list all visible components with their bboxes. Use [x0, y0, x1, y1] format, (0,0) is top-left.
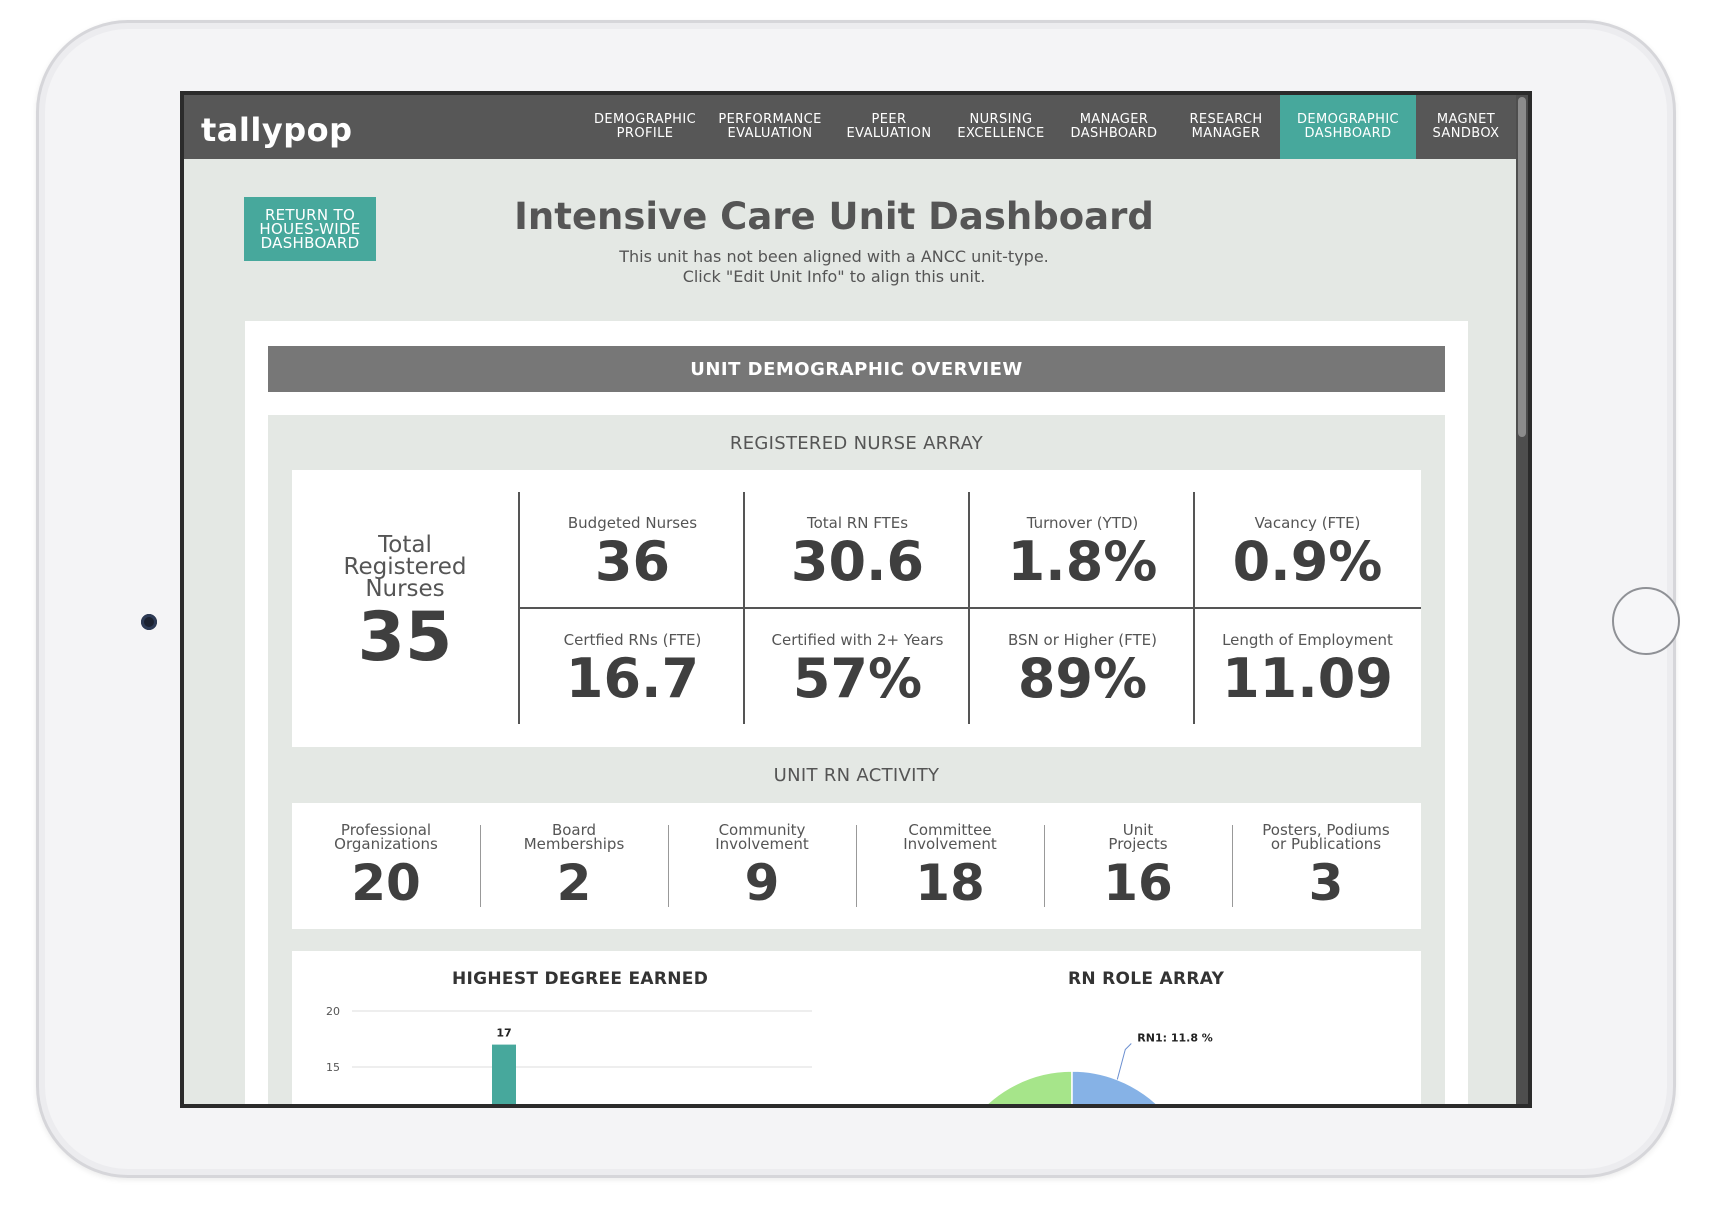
- rn-activity-box: Professional Organizations 20 Board Memb…: [292, 803, 1421, 929]
- page-title: Intensive Care Unit Dashboard: [514, 195, 1154, 238]
- metric-certified-rns: Certfied RNs (FTE) 16.7: [520, 609, 745, 724]
- activity-value: 20: [351, 854, 421, 912]
- home-button[interactable]: [1612, 587, 1680, 655]
- metric-budgeted-nurses: Budgeted Nurses 36: [520, 492, 745, 607]
- charts-box: HIGHEST DEGREE EARNED RN ROLE ARRAY 15 20…: [292, 951, 1421, 1104]
- camera-icon: [141, 614, 157, 630]
- nav-list: DEMOGRAPHIC PROFILE PERFORMANCE EVALUATI…: [582, 95, 1516, 159]
- metric-label: BSN or Higher (FTE): [1008, 631, 1157, 649]
- metric-certified-2-years: Certified with 2+ Years 57%: [745, 609, 970, 724]
- page-subtitle: This unit has not been aligned with a AN…: [619, 247, 1049, 286]
- activity-label: Posters, Podiums or Publications: [1262, 821, 1390, 853]
- activity-divider: [668, 825, 669, 907]
- page-scrollbar[interactable]: [1516, 95, 1528, 1104]
- activity-committee-involvement: Committee Involvement 18: [856, 803, 1044, 929]
- metric-value: 30.6: [790, 530, 925, 593]
- metric-turnover: Turnover (YTD) 1.8%: [970, 492, 1195, 607]
- nav-peer-evaluation[interactable]: PEER EVALUATION: [846, 112, 932, 141]
- metric-label: Vacancy (FTE): [1254, 514, 1361, 532]
- activity-value: 18: [915, 854, 985, 912]
- pie-leader-line: [1116, 1043, 1132, 1080]
- metric-bsn-or-higher: BSN or Higher (FTE) 89%: [970, 609, 1195, 724]
- return-to-house-dashboard-button[interactable]: RETURN TO HOUES-WIDE DASHBOARD: [244, 197, 376, 261]
- rn-activity-title: UNIT RN ACTIVITY: [773, 765, 940, 786]
- overview-section: REGISTERED NURSE ARRAY Total Registered …: [268, 415, 1445, 1104]
- total-rn-label: Total Registered Nurses: [343, 532, 467, 602]
- overview-header: UNIT DEMOGRAPHIC OVERVIEW: [268, 346, 1445, 392]
- activity-divider: [1044, 825, 1045, 907]
- activity-divider: [1232, 825, 1233, 907]
- rn-role-chart-title: RN ROLE ARRAY: [1068, 969, 1225, 989]
- highest-degree-bar-chart: 15 20 17: [326, 1005, 812, 1104]
- metric-value: 57%: [792, 647, 923, 710]
- metric-value: 1.8%: [1007, 530, 1158, 593]
- activity-value: 16: [1103, 854, 1173, 912]
- grid-divider: [519, 607, 1421, 609]
- screen: tallypop DEMOGRAPHIC PROFILE PERFORMANCE…: [180, 91, 1532, 1108]
- activity-board-memberships: Board Memberships 2: [480, 803, 668, 929]
- metric-label: Certified with 2+ Years: [771, 631, 944, 649]
- y-tick-label: 15: [326, 1061, 340, 1074]
- rn-array-title: REGISTERED NURSE ARRAY: [729, 433, 984, 454]
- rn-role-pie-chart: RN1: 11.8 %: [986, 1031, 1213, 1104]
- highest-degree-chart-title: HIGHEST DEGREE EARNED: [452, 969, 709, 989]
- metric-label: Total RN FTEs: [806, 514, 909, 532]
- metric-total-rn-ftes: Total RN FTEs 30.6: [745, 492, 970, 607]
- y-tick-label: 20: [326, 1005, 340, 1018]
- metric-value: 0.9%: [1232, 530, 1383, 593]
- top-navigation: tallypop DEMOGRAPHIC PROFILE PERFORMANCE…: [184, 95, 1528, 159]
- app-logo[interactable]: tallypop: [201, 111, 353, 149]
- activity-divider: [856, 825, 857, 907]
- nav-manager-dashboard[interactable]: MANAGER DASHBOARD: [1070, 112, 1158, 141]
- metric-vacancy: Vacancy (FTE) 0.9%: [1195, 492, 1420, 607]
- activity-community-involvement: Community Involvement 9: [668, 803, 856, 929]
- metric-value: 89%: [1017, 647, 1148, 710]
- metric-label: Certfied RNs (FTE): [563, 631, 702, 649]
- overview-panel: UNIT DEMOGRAPHIC OVERVIEW REGISTERED NUR…: [245, 321, 1468, 1104]
- app-viewport: tallypop DEMOGRAPHIC PROFILE PERFORMANCE…: [184, 95, 1528, 1104]
- bar: [492, 1044, 516, 1104]
- metric-value: 36: [594, 530, 671, 593]
- metric-label: Length of Employment: [1222, 631, 1393, 649]
- nav-nursing-excellence[interactable]: NURSING EXCELLENCE: [957, 112, 1045, 141]
- nav-magnet-sandbox[interactable]: MAGNET SANDBOX: [1432, 112, 1500, 141]
- activity-label: Professional Organizations: [334, 821, 438, 853]
- activity-label: Community Involvement: [715, 821, 809, 853]
- activity-value: 3: [1308, 854, 1344, 912]
- activity-label: Committee Involvement: [903, 821, 997, 853]
- metric-value: 11.09: [1222, 647, 1393, 710]
- total-rn-block: Total Registered Nurses 35: [292, 470, 518, 747]
- pie-slice: [1071, 1070, 1158, 1104]
- activity-posters-publications: Posters, Podiums or Publications 3: [1232, 803, 1420, 929]
- nav-research-manager[interactable]: RESEARCH MANAGER: [1189, 112, 1263, 141]
- metric-label: Turnover (YTD): [1026, 514, 1139, 532]
- nav-demographic-profile[interactable]: DEMOGRAPHIC PROFILE: [593, 112, 697, 141]
- rn-array-box: Total Registered Nurses 35 Budgeted Nurs…: [292, 470, 1421, 747]
- activity-value: 2: [556, 854, 592, 912]
- activity-label: Unit Projects: [1108, 821, 1168, 853]
- pie-slice: [986, 1070, 1073, 1104]
- activity-value: 9: [744, 854, 780, 912]
- scrollbar-thumb[interactable]: [1518, 97, 1526, 437]
- activity-divider: [480, 825, 481, 907]
- activity-unit-projects: Unit Projects 16: [1044, 803, 1232, 929]
- bar-data-label: 17: [496, 1027, 511, 1040]
- nav-performance-evaluation[interactable]: PERFORMANCE EVALUATION: [718, 112, 822, 141]
- activity-professional-organizations: Professional Organizations 20: [292, 803, 480, 929]
- pie-data-label: RN1: 11.8 %: [1137, 1031, 1213, 1044]
- metric-value: 16.7: [565, 647, 700, 710]
- activity-label: Board Memberships: [523, 821, 625, 853]
- total-rn-value: 35: [357, 598, 453, 677]
- nav-demographic-dashboard[interactable]: DEMOGRAPHIC DASHBOARD: [1280, 95, 1416, 159]
- metric-length-of-employment: Length of Employment 11.09: [1195, 609, 1420, 724]
- metric-label: Budgeted Nurses: [567, 514, 698, 532]
